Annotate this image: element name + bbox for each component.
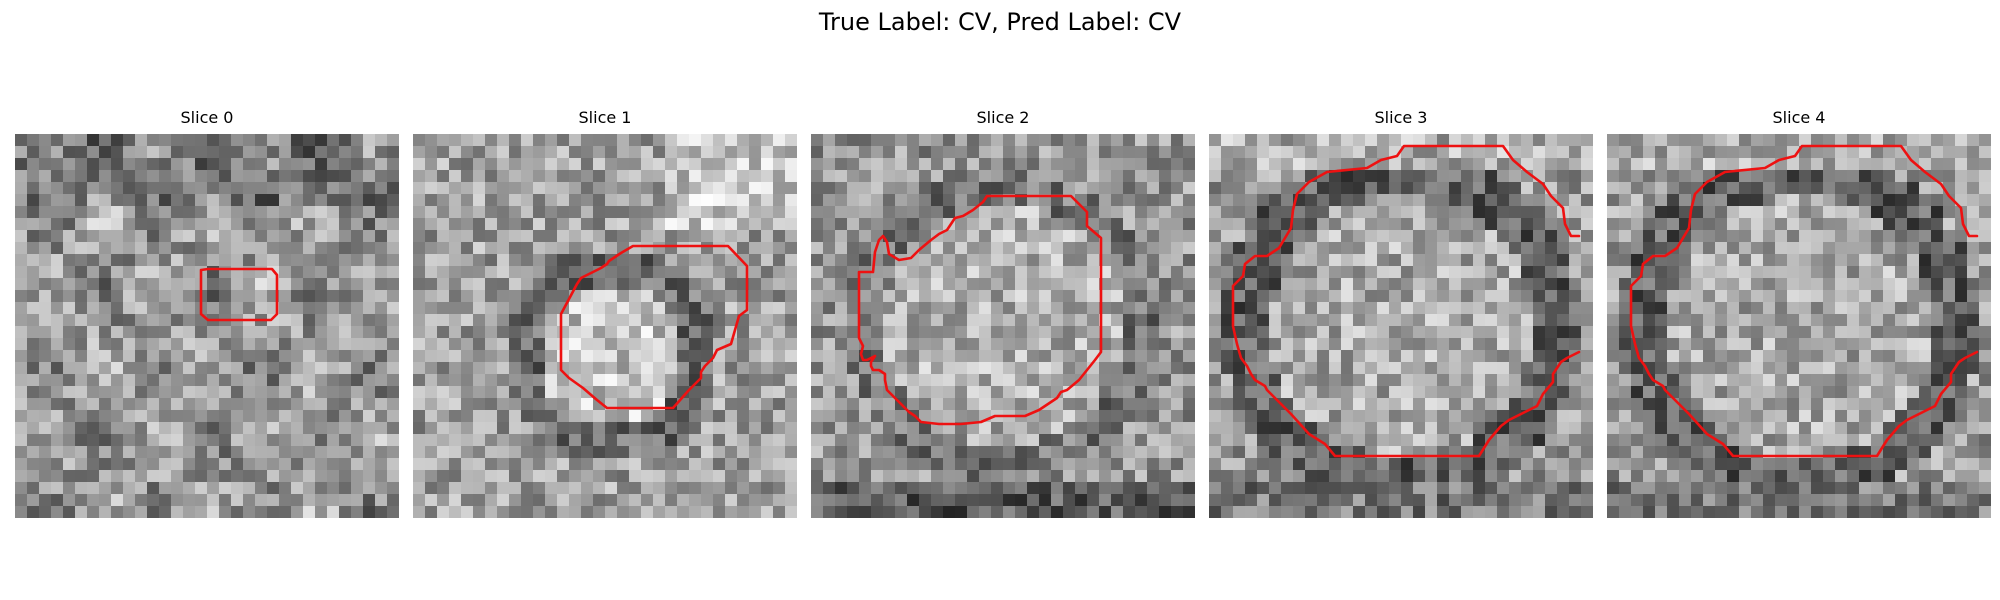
slice-0-contour <box>199 267 279 322</box>
slice-2-contour <box>857 194 1103 426</box>
slice-3-title: Slice 3 <box>1374 108 1428 127</box>
slice-0-image <box>15 134 399 518</box>
slice-0-title: Slice 0 <box>180 108 234 127</box>
slice-2-image <box>811 134 1195 518</box>
slice-4-contour <box>1629 144 1979 458</box>
slice-2-title: Slice 2 <box>976 108 1030 127</box>
slice-4-image <box>1607 134 1991 518</box>
slice-1-title: Slice 1 <box>578 108 632 127</box>
slice-4-title: Slice 4 <box>1772 108 1826 127</box>
slice-3-image <box>1209 134 1593 518</box>
slice-1-image <box>413 134 797 518</box>
slice-3-contour <box>1231 144 1581 458</box>
slice-1-contour <box>559 244 749 410</box>
figure-title: True Label: CV, Pred Label: CV <box>818 8 1182 36</box>
